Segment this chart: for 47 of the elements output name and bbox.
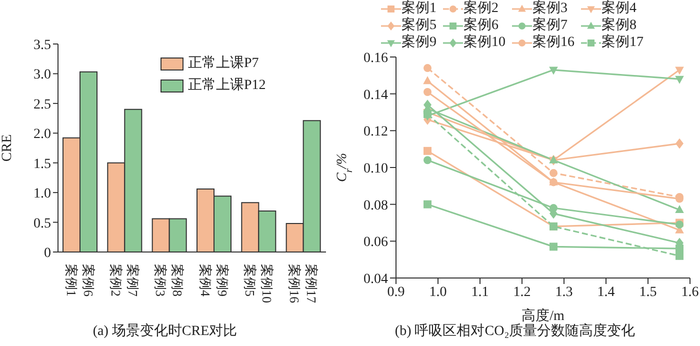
x-tick-label: 案例16 案例17: [287, 264, 320, 304]
x-tick-label: 案例1 案例6: [64, 264, 96, 297]
legend-label: 案例10: [464, 34, 506, 51]
x-tick-label: 1.2: [513, 284, 531, 300]
legend-label: 案例3: [532, 0, 568, 17]
y-tick-label: 0.06: [364, 235, 388, 250]
x-tick-label: 案例3 案例8: [153, 264, 186, 296]
x-tick-label: 1.1: [471, 284, 489, 300]
legend-label: 案例2: [464, 0, 498, 17]
legend-label: 案例7: [532, 17, 568, 34]
x-axis-title: 高度/m: [522, 308, 564, 324]
legend-label: 正常上课P7: [188, 54, 259, 73]
y-tick-label: 1.5: [34, 156, 51, 172]
legend-label: 案例9: [402, 34, 436, 51]
y-tick-label: 0.08: [364, 198, 388, 214]
x-tick-label: 案例5 案例10: [242, 264, 274, 303]
legend-label: 案例8: [602, 17, 636, 34]
text: (a) 场景变化时CRE对比: [92, 322, 238, 340]
y-tick-label: 3.5: [34, 38, 51, 53]
x-tick-label: 1.5: [639, 284, 657, 300]
x-tick-label: 案例2 案例7: [108, 264, 140, 297]
x-tick-label: 1.0: [429, 284, 447, 300]
y-tick-label: 0.16: [364, 50, 388, 66]
y-tick-label: 1.0: [34, 186, 51, 202]
y-tick-label: 0.12: [364, 124, 388, 140]
y-tick-label: 0: [44, 246, 51, 261]
y-tick-label: 0.04: [364, 272, 388, 287]
legend-label: 案例5: [402, 17, 436, 34]
legend-label: 案例4: [602, 0, 636, 17]
x-tick-label: 1.6: [681, 284, 699, 300]
x-tick-label: 1.4: [597, 284, 615, 300]
y-tick-label: 3.0: [34, 68, 51, 83]
y-tick-label: 0.5: [34, 216, 51, 232]
y-tick-label: 2.0: [34, 127, 51, 142]
legend-label: 案例16: [532, 34, 574, 51]
legend-label: 案例6: [464, 17, 498, 34]
x-tick-label: 案例4 案例9: [198, 264, 230, 297]
y-axis-title: CRE: [0, 134, 15, 162]
x-tick-label: 1.3: [555, 284, 573, 300]
y-tick-label: 0.10: [364, 161, 388, 176]
y-tick-label: 0.14: [364, 88, 388, 103]
text: (b) 呼吸区相对CO₂质量分数随高度变化: [394, 322, 636, 340]
legend-label: 正常上课P12: [188, 76, 266, 95]
legend-label: 案例17: [602, 34, 644, 51]
legend-label: 案例1: [402, 0, 436, 17]
y-tick-label: 2.5: [34, 97, 51, 112]
x-tick-label: 0.9: [387, 284, 405, 300]
